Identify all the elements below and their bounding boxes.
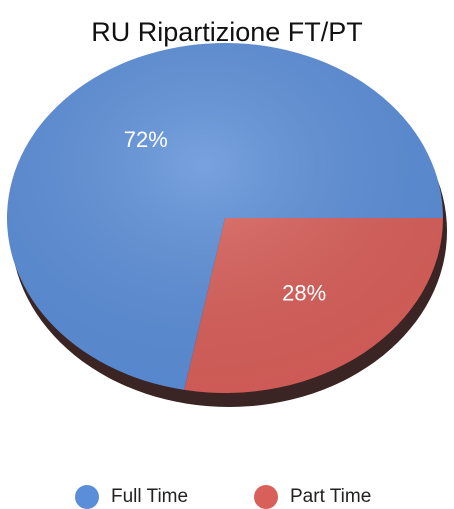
slice-label: 72% (124, 127, 168, 152)
legend-swatch (75, 485, 99, 509)
slice-label: 28% (282, 281, 326, 306)
legend-label: Part Time (290, 486, 371, 507)
legend-swatch (254, 485, 278, 509)
chart-title: RU Ripartizione FT/PT (91, 17, 363, 47)
legend-label: Full Time (111, 486, 188, 507)
